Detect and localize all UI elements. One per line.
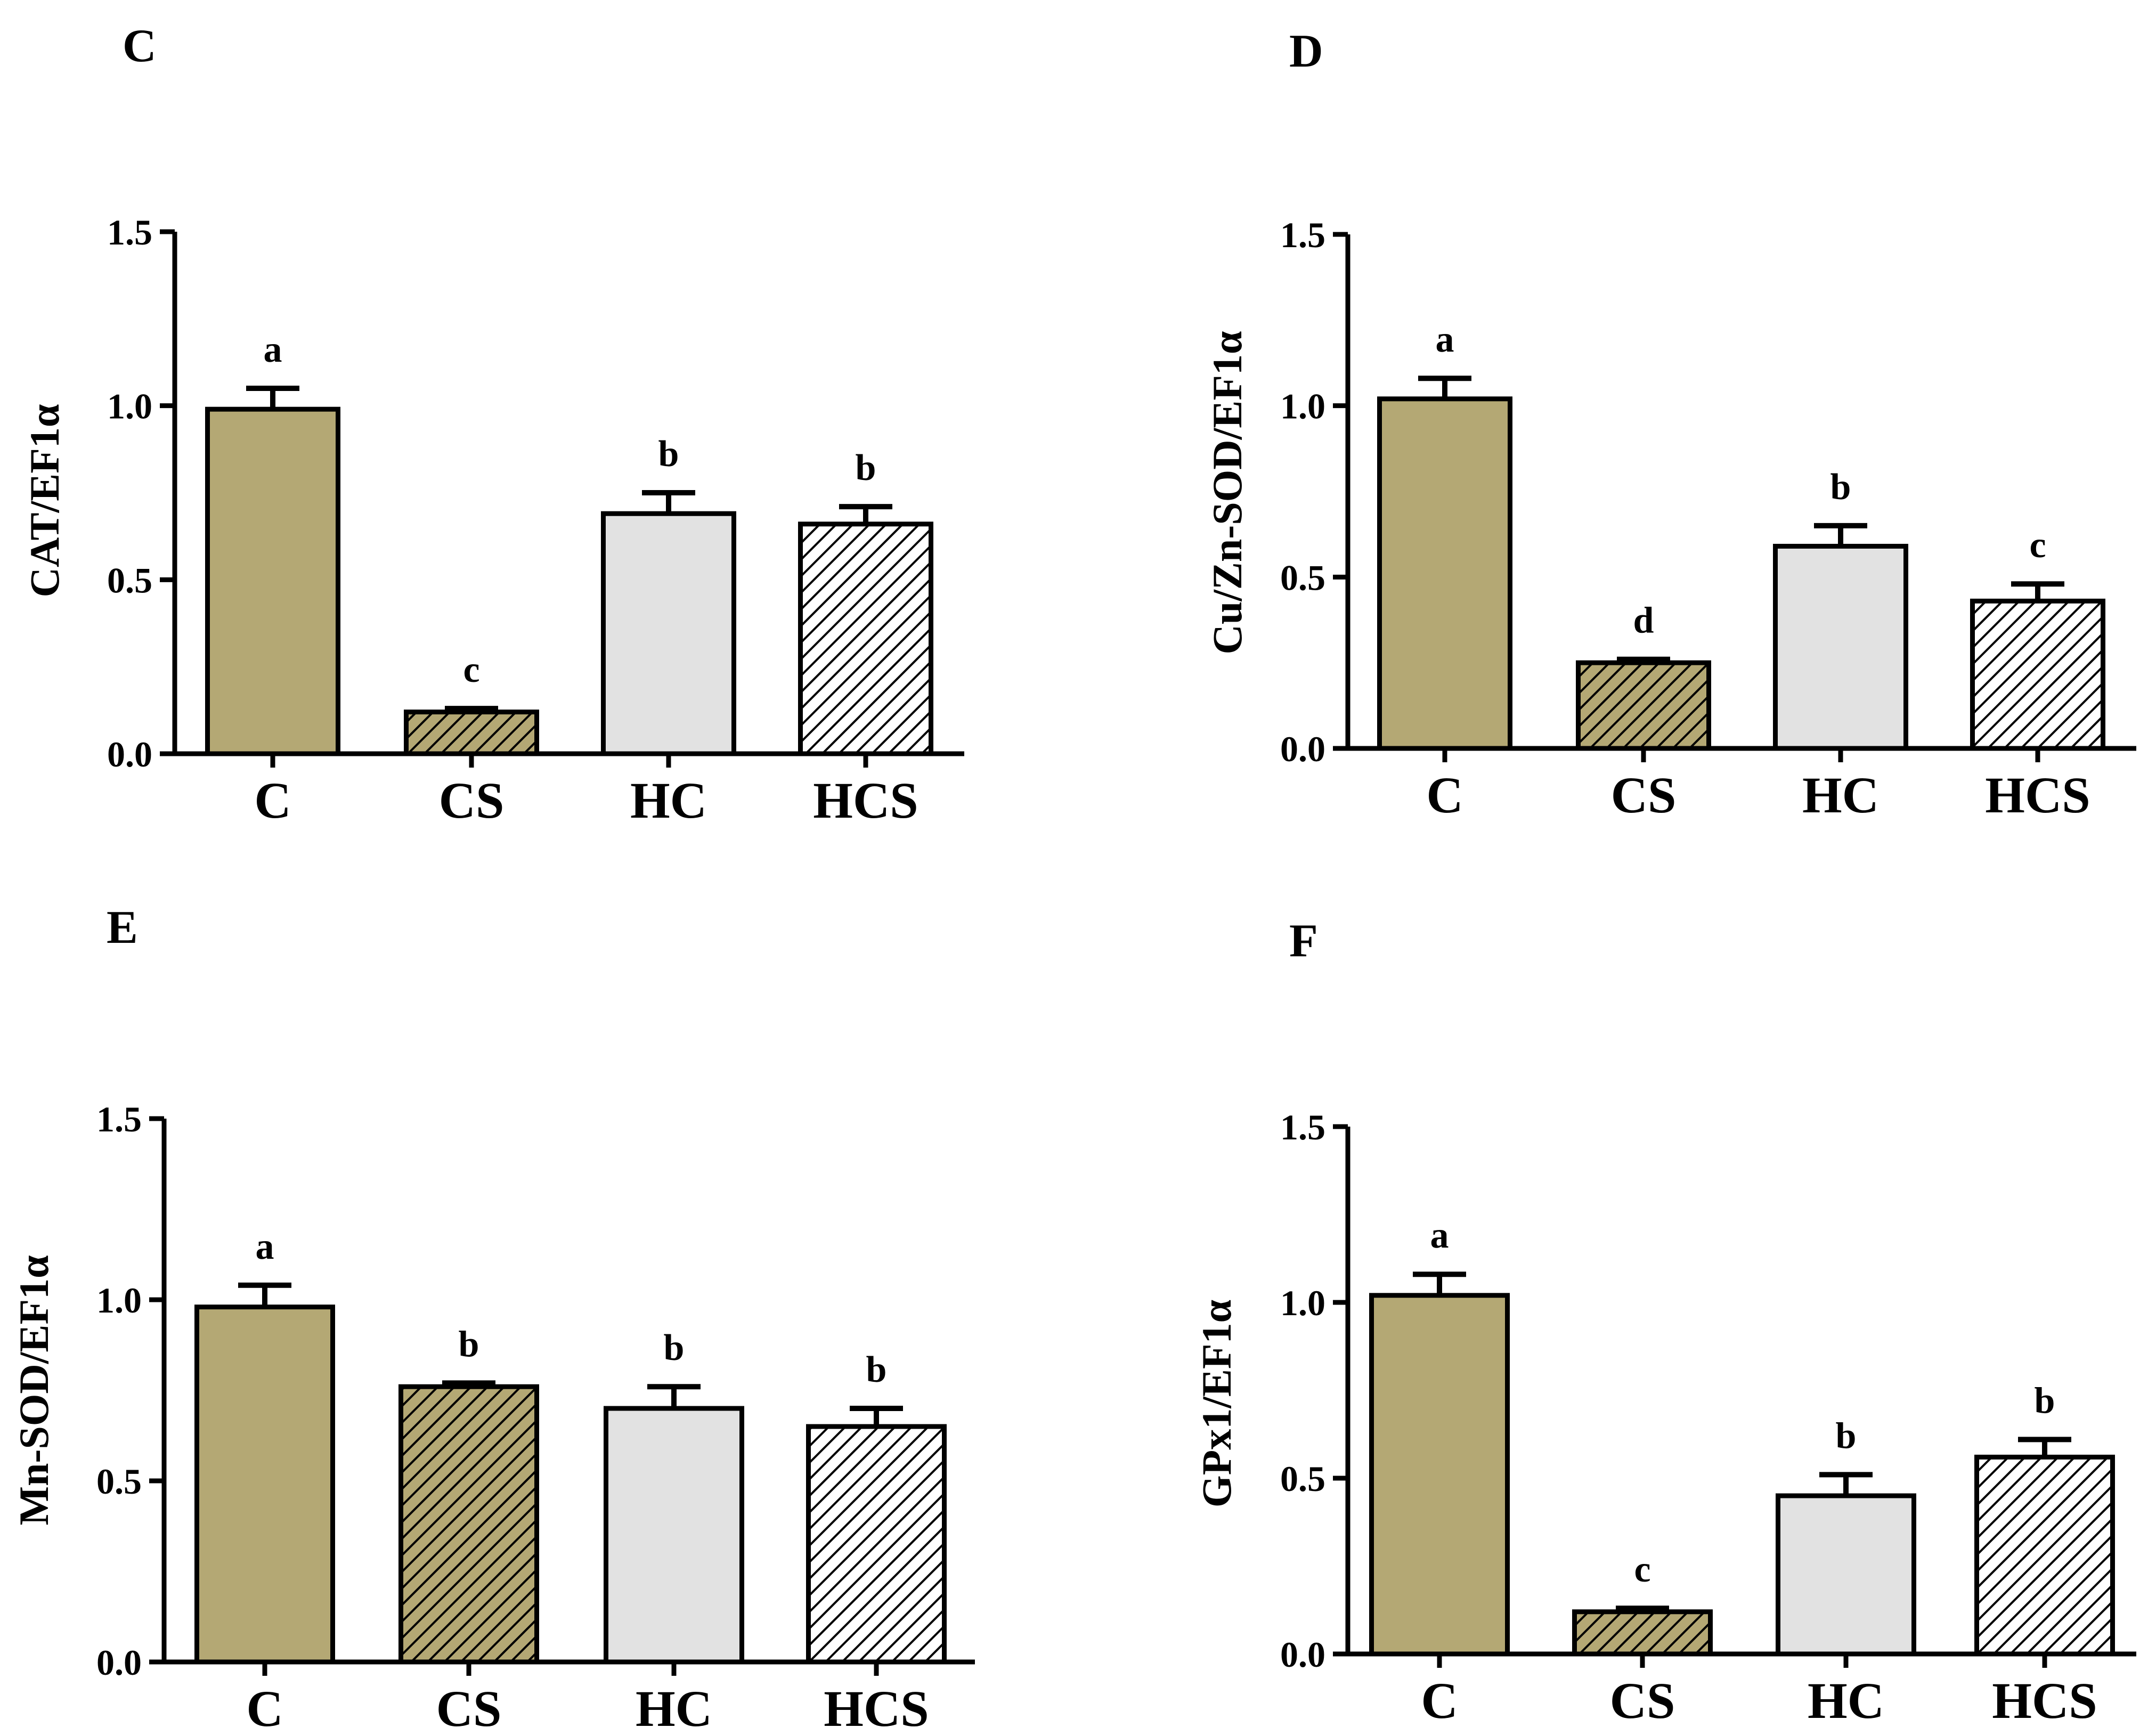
significance-letter: b: [1830, 467, 1851, 508]
significance-letter: a: [256, 1226, 274, 1267]
y-tick-label: 1.0: [107, 386, 152, 427]
significance-letter: b: [856, 447, 876, 488]
significance-letter: b: [866, 1349, 887, 1390]
bar-c: [205, 406, 340, 756]
y-tick-label: 0.0: [1280, 1634, 1325, 1675]
plot-area: 0.0 0.5 1.0 1.5 a Cc CS b HC b HCS: [1280, 1107, 2136, 1729]
panel-label: F: [1289, 915, 1318, 967]
significance-letter: a: [1430, 1215, 1449, 1256]
bar-hc: [1773, 543, 1908, 751]
x-category-label: CS: [1611, 767, 1677, 824]
panel-label: C: [123, 20, 157, 72]
y-tick-label: 1.0: [1280, 386, 1325, 427]
y-tick-label: 1.5: [96, 1099, 142, 1139]
y-tick-label: 0.0: [1280, 729, 1325, 769]
x-category-label: HC: [1802, 767, 1879, 824]
panel-f: F GPx1/EF1α 0.0 0.5 1.0 1.5 a Cc CS b HC b HCS: [1193, 915, 2136, 1729]
x-category-label: C: [1421, 1672, 1458, 1729]
y-axis-label: GPx1/EF1α: [1193, 1300, 1240, 1507]
panel-label: D: [1289, 26, 1323, 77]
y-axis-label: Mn-SOD/EF1α: [11, 1255, 57, 1525]
panel-d: D Cu/Zn-SOD/EF1α 0.0 0.5 1.0 1.5 a Cd CS b HC c HC…: [1204, 26, 2136, 824]
x-category-label: C: [254, 772, 291, 829]
y-tick-label: 0.5: [1280, 1458, 1325, 1499]
significance-letter: b: [2035, 1380, 2055, 1421]
x-category-label: C: [246, 1680, 283, 1736]
significance-letter: b: [664, 1327, 685, 1368]
significance-letter: a: [264, 329, 282, 370]
y-tick-label: 0.5: [96, 1461, 142, 1502]
y-tick-label: 0.0: [96, 1642, 142, 1683]
y-tick-label: 1.5: [1280, 1107, 1325, 1147]
significance-letter: b: [1836, 1415, 1857, 1456]
x-category-label: CS: [436, 1680, 502, 1736]
significance-letter: b: [658, 434, 679, 475]
x-category-label: HCS: [824, 1680, 929, 1736]
significance-letter: d: [1633, 600, 1654, 641]
x-category-label: HCS: [813, 772, 918, 829]
panel-label: E: [107, 902, 138, 953]
y-tick-label: 1.5: [1280, 215, 1325, 255]
y-tick-label: 1.0: [96, 1280, 142, 1321]
y-tick-label: 1.0: [1280, 1283, 1325, 1323]
y-axis-label: Cu/Zn-SOD/EF1α: [1204, 331, 1250, 654]
bar-cs: [404, 710, 539, 756]
x-category-label: HC: [636, 1680, 712, 1736]
significance-letter: a: [1436, 319, 1454, 360]
bar-hc: [604, 1406, 744, 1665]
y-tick-label: 1.5: [107, 212, 152, 252]
y-tick-label: 0.5: [107, 560, 152, 600]
plot-area: 0.0 0.5 1.0 1.5 a Cd CS b HC c HCS: [1280, 215, 2136, 824]
bar-cs: [398, 1384, 539, 1665]
plot-area: 0.0 0.5 1.0 1.5 a Cb CS b HC b HCS: [96, 1099, 975, 1736]
bar-hc: [601, 511, 736, 756]
significance-letter: c: [1634, 1549, 1650, 1590]
x-category-label: HCS: [1992, 1672, 2097, 1729]
significance-letter: b: [459, 1324, 479, 1365]
significance-letter: c: [463, 649, 479, 690]
significance-letter: c: [2029, 525, 2046, 566]
y-axis-label: CAT/EF1α: [21, 404, 68, 598]
bar-hc: [1776, 1493, 1916, 1657]
bar-hcs: [798, 521, 933, 756]
plot-area: 0.0 0.5 1.0 1.5 a Cc CS b HC b HCS: [107, 212, 964, 829]
x-category-label: HC: [1808, 1672, 1884, 1729]
bar-c: [194, 1305, 335, 1665]
bar-hcs: [1974, 1454, 2115, 1657]
bar-hcs: [1970, 598, 2105, 751]
y-tick-label: 0.5: [1280, 557, 1325, 598]
x-category-label: C: [1426, 767, 1463, 824]
bar-c: [1377, 396, 1512, 751]
bar-cs: [1576, 660, 1711, 751]
y-tick-label: 0.0: [107, 734, 152, 775]
panel-e: E Mn-SOD/EF1α 0.0 0.5 1.0 1.5 a Cb CS b HC b HCS: [11, 902, 975, 1736]
bar-cs: [1572, 1609, 1713, 1657]
bar-hcs: [806, 1424, 947, 1665]
x-category-label: HC: [630, 772, 707, 829]
bar-c: [1369, 1293, 1510, 1657]
x-category-label: CS: [439, 772, 505, 829]
x-category-label: HCS: [1985, 767, 2090, 824]
x-category-label: CS: [1610, 1672, 1675, 1729]
panel-c: C CAT/EF1α 0.0 0.5 1.0 1.5 a Cc CS b HC b HCS: [21, 20, 964, 829]
